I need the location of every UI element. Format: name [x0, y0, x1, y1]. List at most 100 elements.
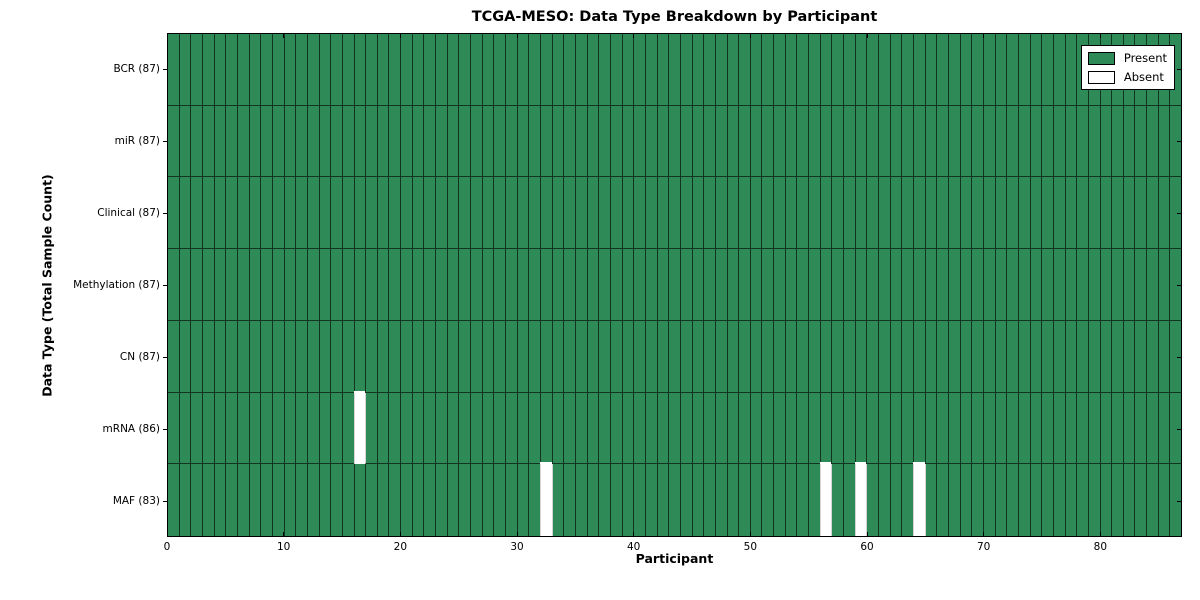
cell-present — [225, 464, 237, 537]
cell-present — [679, 177, 692, 250]
cell-present — [936, 320, 948, 393]
cell-present — [540, 177, 552, 250]
cell-present — [679, 464, 692, 537]
cell-present — [540, 320, 552, 393]
cell-present — [330, 177, 342, 250]
cell-present — [435, 105, 447, 178]
cell-present — [201, 392, 214, 465]
cell-present — [330, 105, 342, 178]
cell-present — [248, 320, 261, 393]
y-tick-mark-right — [1177, 500, 1181, 502]
cell-present — [971, 392, 983, 465]
cell-present — [306, 105, 319, 178]
cell-present — [505, 249, 517, 321]
cell-present — [353, 249, 366, 321]
cell-present — [341, 320, 354, 393]
y-tick-mark — [163, 356, 167, 358]
cell-present — [691, 464, 704, 537]
cell-present — [738, 34, 750, 106]
x-tick-label: 80 — [1093, 541, 1108, 553]
cell-present — [260, 34, 272, 106]
x-tick-mark-bottom — [866, 532, 868, 536]
cell-present — [691, 320, 704, 393]
cell-present — [493, 105, 506, 178]
cell-present — [236, 34, 249, 106]
y-tick-mark-right — [1177, 68, 1181, 70]
cell-present — [854, 320, 867, 393]
cell-present — [260, 464, 272, 537]
cell-present — [773, 34, 785, 106]
cell-present — [563, 34, 575, 106]
cell-present — [854, 34, 867, 106]
cell-present — [190, 464, 202, 537]
y-tick-label: Clinical (87) — [97, 207, 160, 219]
x-tick-mark-top — [633, 34, 635, 38]
cell-present — [971, 464, 983, 537]
cell-present — [388, 105, 401, 178]
cell-present — [190, 392, 202, 465]
cell-present — [213, 464, 226, 537]
cell-present — [691, 392, 704, 465]
cell-present — [295, 464, 307, 537]
cell-present — [889, 177, 902, 250]
cell-present — [901, 34, 913, 106]
cell-present — [201, 105, 214, 178]
cell-present — [586, 249, 599, 321]
cell-present — [703, 320, 715, 393]
cell-present — [318, 177, 331, 250]
cell-present — [341, 105, 354, 178]
cell-present — [400, 320, 412, 393]
cell-present — [365, 249, 377, 321]
cell-present — [1111, 249, 1123, 321]
cell-present — [843, 105, 855, 178]
cell-present — [516, 105, 529, 178]
cell-present — [213, 392, 226, 465]
cell-present — [738, 249, 750, 321]
cell-present — [726, 34, 739, 106]
cell-present — [528, 320, 540, 393]
cell-present — [446, 320, 459, 393]
cell-present — [400, 464, 412, 537]
cell-present — [516, 249, 529, 321]
cell-present — [1006, 249, 1018, 321]
cell-present — [330, 34, 342, 106]
cell-present — [808, 392, 820, 465]
cell-present — [808, 34, 820, 106]
cell-present — [295, 320, 307, 393]
cell-present — [901, 320, 913, 393]
cell-present — [563, 249, 575, 321]
cell-present — [376, 464, 389, 537]
heatmap-row-BCR — [168, 34, 1182, 106]
cell-present — [609, 105, 622, 178]
cell-present — [1041, 320, 1053, 393]
y-tick-label: mRNA (86) — [102, 423, 160, 435]
cell-present — [633, 105, 645, 178]
cell-present — [668, 320, 680, 393]
cell-present — [843, 392, 855, 465]
cell-present — [843, 249, 855, 321]
cell-present — [598, 249, 610, 321]
cell-present — [388, 249, 401, 321]
cell-present — [168, 464, 179, 537]
cell-present — [656, 320, 669, 393]
cell-present — [283, 320, 296, 393]
cell-present — [213, 34, 226, 106]
heatmap-row-Methylation — [168, 249, 1182, 321]
cell-present — [551, 34, 564, 106]
cell-present — [854, 392, 867, 465]
cell-present — [819, 177, 832, 250]
cell-present — [318, 249, 331, 321]
cell-present — [878, 177, 890, 250]
cell-present — [376, 249, 389, 321]
cell-present — [225, 392, 237, 465]
cell-present — [831, 249, 844, 321]
cell-present — [458, 34, 471, 106]
cell-present — [505, 464, 517, 537]
cell-present — [493, 392, 506, 465]
cell-present — [481, 249, 494, 321]
cell-present — [936, 464, 948, 537]
cell-present — [796, 249, 809, 321]
cell-present — [749, 105, 762, 178]
cell-present — [411, 464, 424, 537]
cell-present — [306, 177, 319, 250]
